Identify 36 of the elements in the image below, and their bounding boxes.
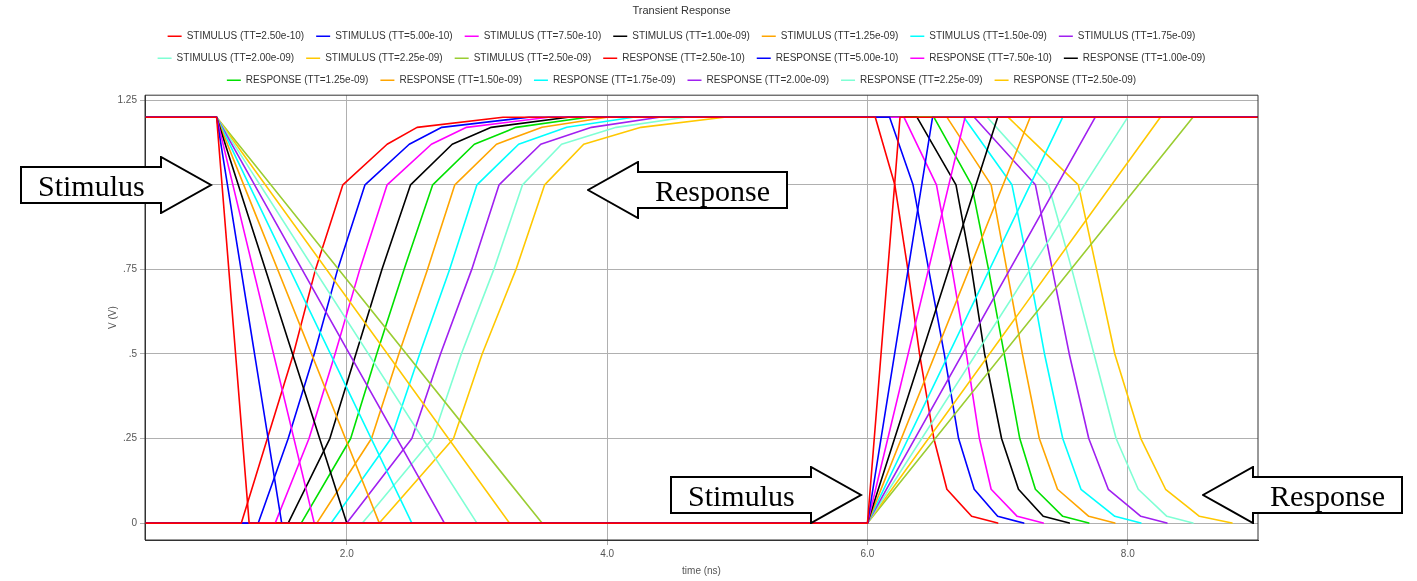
legend-label: RESPONSE (TT=2.25e-09)	[860, 73, 983, 85]
annotation: Stimulus	[688, 479, 795, 512]
legend-label: STIMULUS (TT=1.75e-09)	[1077, 29, 1196, 41]
legend-label: RESPONSE (TT=1.75e-09)	[552, 73, 676, 85]
legend-label: STIMULUS (TT=7.50e-10)	[483, 29, 602, 41]
legend-label: RESPONSE (TT=1.50e-09)	[399, 73, 522, 85]
x-tick-label: 8.0	[1120, 547, 1136, 559]
legend-label: STIMULUS (TT=1.25e-09)	[780, 29, 899, 41]
y-tick-label: .75	[123, 263, 138, 275]
legend-label: RESPONSE (TT=2.50e-10)	[622, 51, 745, 63]
legend-label: STIMULUS (TT=1.50e-09)	[929, 29, 1047, 41]
legend-label: RESPONSE (TT=1.00e-09)	[1082, 51, 1206, 63]
y-tick-label: .25	[123, 432, 138, 444]
legend-label: RESPONSE (TT=2.00e-09)	[706, 73, 830, 85]
annotation: Response	[655, 174, 770, 207]
chart-title: Transient Response	[632, 3, 731, 16]
legend-label: STIMULUS (TT=1.00e-09)	[632, 29, 750, 41]
x-tick-label: 2.0	[339, 547, 355, 559]
text: Stimulus	[38, 169, 145, 202]
legend-label: RESPONSE (TT=2.50e-09)	[1013, 73, 1137, 85]
legend-label: STIMULUS (TT=2.50e-10)	[186, 29, 305, 41]
x-tick-label: 6.0	[860, 547, 875, 559]
y-axis-title: V (V)	[106, 306, 118, 329]
legend-label: RESPONSE (TT=7.50e-10)	[929, 51, 1052, 63]
x-tick-label: 4.0	[600, 547, 615, 559]
x-axis-title: time (ns)	[682, 564, 721, 576]
legend-label: STIMULUS (TT=2.00e-09)	[176, 51, 295, 63]
legend-label: STIMULUS (TT=5.00e-10)	[335, 29, 453, 41]
legend-label: STIMULUS (TT=2.50e-09)	[473, 51, 592, 63]
legend-label: STIMULUS (TT=2.25e-09)	[325, 51, 443, 63]
text: Response	[1270, 479, 1385, 512]
y-tick-label: .5	[128, 347, 138, 359]
legend-label: RESPONSE (TT=5.00e-10)	[775, 51, 899, 63]
legend-label: RESPONSE (TT=1.25e-09)	[245, 73, 369, 85]
y-tick-label: 0	[131, 516, 138, 528]
y-tick-label: 1.25	[117, 94, 138, 106]
